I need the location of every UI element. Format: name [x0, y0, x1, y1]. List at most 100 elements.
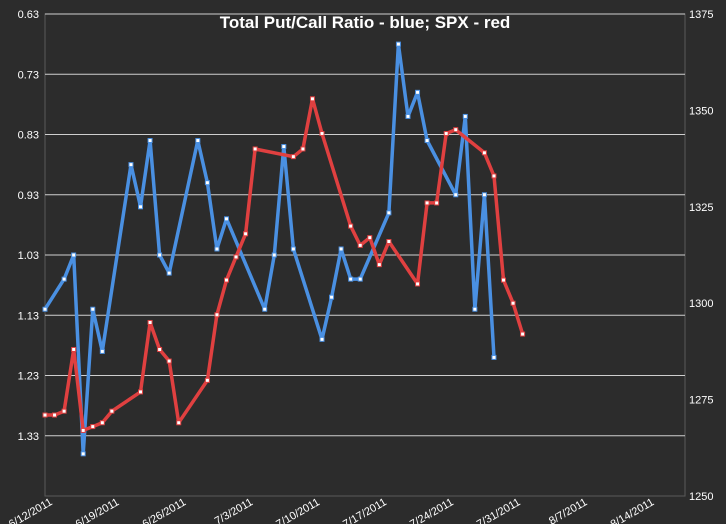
data-point — [166, 358, 172, 364]
data-point — [71, 252, 77, 258]
data-point — [138, 204, 144, 210]
data-point — [348, 223, 354, 229]
data-point — [157, 346, 163, 352]
data-point — [223, 216, 229, 222]
series-spx — [42, 96, 526, 433]
data-point — [491, 354, 497, 360]
x-tick-label: 6/26/2011 — [141, 496, 189, 524]
data-point — [424, 200, 430, 206]
data-point — [357, 242, 363, 248]
data-point — [415, 89, 421, 95]
data-point — [223, 277, 229, 283]
data-point — [204, 377, 210, 383]
data-point — [157, 252, 163, 258]
data-point — [204, 180, 210, 186]
x-tick-label: 8/14/2011 — [609, 496, 657, 524]
data-point — [300, 146, 306, 152]
left-tick-label: 1.03 — [18, 250, 39, 262]
data-point — [138, 389, 144, 395]
data-point — [166, 270, 172, 276]
x-tick-label: 6/19/2011 — [74, 496, 122, 524]
data-point — [501, 277, 507, 283]
data-point — [415, 281, 421, 287]
x-tick-label: 8/7/2011 — [547, 496, 589, 524]
right-tick-label: 1350 — [689, 105, 713, 117]
x-tick-label: 7/10/2011 — [274, 496, 322, 524]
data-point — [386, 210, 392, 216]
data-point — [309, 96, 315, 102]
data-point — [338, 246, 344, 252]
data-point — [462, 113, 468, 119]
data-point — [453, 127, 459, 133]
data-point — [271, 252, 277, 258]
data-point — [348, 276, 354, 282]
right-axis-ticks: 1250 1275 1300 1325 1350 1375 — [689, 9, 713, 503]
data-point — [376, 262, 382, 268]
data-point — [319, 336, 325, 342]
x-tick-label: 7/31/2011 — [475, 496, 523, 524]
data-point — [520, 331, 526, 337]
data-point — [90, 424, 96, 430]
data-point — [472, 306, 478, 312]
left-tick-label: 0.73 — [18, 69, 39, 81]
data-point — [252, 146, 258, 152]
left-axis-ticks: 0.63 0.73 0.83 0.93 1.03 1.13 1.23 1.33 — [18, 9, 39, 443]
data-point — [214, 312, 220, 318]
left-tick-label: 1.33 — [18, 431, 39, 443]
data-point — [262, 306, 268, 312]
data-point — [147, 319, 153, 325]
data-point — [99, 348, 105, 354]
data-point — [319, 131, 325, 137]
data-point — [434, 200, 440, 206]
data-point — [290, 246, 296, 252]
data-point — [233, 254, 239, 260]
x-tick-label: 7/24/2011 — [408, 496, 456, 524]
data-point — [481, 150, 487, 156]
data-point — [281, 144, 287, 150]
series-line — [43, 42, 496, 456]
right-tick-label: 1300 — [689, 298, 713, 310]
data-point — [491, 173, 497, 179]
data-point — [176, 420, 182, 426]
series-put-call-ratio — [42, 41, 497, 457]
right-tick-label: 1375 — [689, 9, 713, 21]
right-tick-label: 1250 — [689, 491, 713, 503]
x-axis-ticks: 6/12/2011 6/19/2011 6/26/2011 7/3/2011 7/10/… — [7, 496, 656, 524]
data-point — [71, 346, 77, 352]
data-point — [405, 113, 411, 119]
data-point — [329, 294, 335, 300]
data-point — [61, 408, 67, 414]
data-point — [386, 239, 392, 245]
gridlines — [45, 13, 685, 437]
data-point — [214, 246, 220, 252]
data-point — [42, 412, 48, 418]
data-point — [243, 231, 249, 237]
data-point — [42, 306, 48, 312]
right-tick-label: 1275 — [689, 395, 713, 407]
data-point — [290, 154, 296, 160]
left-tick-label: 1.13 — [18, 310, 39, 322]
data-point — [367, 235, 373, 241]
data-point — [443, 131, 449, 137]
left-tick-label: 0.83 — [18, 130, 39, 142]
chart-title: Total Put/Call Ratio - blue; SPX - red — [220, 13, 511, 32]
right-tick-label: 1325 — [689, 202, 713, 214]
x-tick-label: 7/3/2011 — [213, 496, 255, 524]
data-point — [147, 138, 153, 144]
x-tick-label: 6/12/2011 — [7, 496, 55, 524]
data-point — [357, 276, 363, 282]
left-tick-label: 0.93 — [18, 190, 39, 202]
series-layer — [42, 41, 526, 457]
data-point — [90, 306, 96, 312]
data-point — [52, 412, 58, 418]
data-point — [109, 408, 115, 414]
data-point — [61, 276, 67, 282]
x-tick-label: 7/17/2011 — [341, 496, 389, 524]
data-point — [80, 427, 86, 433]
left-tick-label: 1.23 — [18, 371, 39, 383]
data-point — [453, 192, 459, 198]
data-point — [395, 41, 401, 47]
data-point — [128, 162, 134, 168]
data-point — [99, 420, 105, 426]
